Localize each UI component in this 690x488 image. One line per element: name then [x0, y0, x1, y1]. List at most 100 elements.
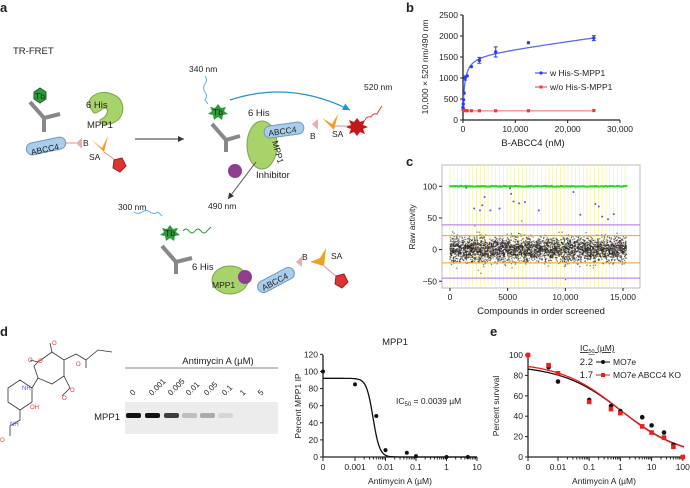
chart-c-compound-point [582, 251, 584, 254]
chart-c-compound-point [474, 247, 476, 250]
chart-c-compound-point [533, 251, 535, 253]
chart-c-compound-point [539, 238, 541, 241]
chart-c-compound-point [486, 243, 489, 245]
chart-c-compound-point [622, 239, 624, 241]
chart-c-compound-point [544, 240, 546, 242]
chart-c-compound-point [599, 238, 601, 240]
chart-c-compound-point [538, 249, 540, 251]
chart-c-compound-point [496, 250, 498, 252]
chart-c-compound-point [450, 251, 452, 253]
chart-c-compound-point [555, 259, 557, 261]
chart-c-compound-point [460, 255, 463, 258]
chart-c-compound-point [607, 254, 610, 257]
chart-c-compound-point [562, 257, 564, 260]
tb-donor-icon [33, 87, 47, 104]
chart-c-compound-point [492, 243, 495, 245]
chart-c-compound-point [509, 251, 512, 253]
chart-c-compound-point [451, 253, 453, 255]
tb-label: Tb [35, 91, 45, 101]
chart-c-compound-point [490, 243, 493, 246]
chart-c-compound-point [479, 254, 481, 256]
chart-c-compound-point [528, 247, 530, 249]
chart-c-compound-point [457, 250, 459, 252]
chart-e-point-ko [555, 371, 561, 376]
chart-c-compound-point [486, 242, 488, 244]
chart-c-compound-point [592, 267, 595, 269]
chart-c-compound-point [488, 259, 490, 261]
chart-c-compound-point [568, 253, 570, 256]
chart-c-compound-point [493, 241, 495, 243]
chart-c-compound-point [470, 258, 472, 260]
chart-c-compound-point [457, 248, 460, 251]
chart-c-compound-point [522, 252, 524, 254]
chart-c-compound-point [531, 255, 534, 257]
chart-c-compound-point [488, 243, 490, 245]
chart-c-compound-point [603, 254, 605, 257]
chart-c-compound-point [611, 248, 614, 250]
chart-c-compound-point [481, 254, 484, 257]
chart-c-compound-point [510, 257, 513, 259]
chart-c-compound-point [625, 242, 627, 244]
chart-c-compound-point [513, 250, 515, 252]
chart-c-compound-point [473, 237, 476, 239]
chart-c-compound-point [597, 252, 599, 254]
chart-c-compound-point [543, 252, 545, 255]
chart-c-compound-point [471, 245, 474, 247]
mpp1-label: MPP1 [87, 120, 113, 131]
chart-c-compound-point [472, 247, 474, 249]
chart-c-compound-point [551, 255, 554, 257]
chart-c-compound-point [486, 253, 489, 256]
chart-c-compound-point [613, 253, 615, 256]
chart-c-compound-point [499, 241, 501, 244]
chart-c-compound-point [556, 239, 559, 241]
inhibitor-icon [228, 164, 242, 178]
chart-c-compound-point [584, 239, 586, 241]
chart-c-compound-point [464, 247, 467, 250]
chart-c-compound-point [492, 249, 495, 251]
chart-c-compound-point [453, 232, 455, 234]
chart-c-compound-point [504, 245, 507, 248]
chart-c-compound-point [502, 253, 505, 256]
chart-c-compound-point [591, 252, 594, 254]
chart-c-compound-point [514, 251, 516, 254]
chart-d-ylabel: Percent MPP1 IP [293, 373, 303, 439]
chart-c-compound-point [474, 239, 477, 242]
chart-c-compound-point [586, 247, 588, 249]
chart-c-compound-point [497, 252, 499, 254]
chart-b-xtick-label: 10,000 [502, 124, 528, 134]
chart-c-compound-point [487, 248, 489, 250]
chart-c-compound-point [602, 251, 604, 253]
chart-c-compound-point [606, 238, 608, 240]
sa-label-3: SA [331, 251, 343, 261]
chart-c-compound-point [496, 241, 499, 243]
chart-c-compound-point [593, 245, 595, 247]
chart-c-compound-point [508, 259, 511, 261]
chart-c-compound-point [533, 244, 535, 247]
chart-c-compound-point [460, 244, 462, 246]
chart-c-compound-point [595, 241, 597, 243]
chart-c-compound-point [618, 244, 620, 246]
chart-c-compound-point [558, 231, 560, 233]
chart-c-compound-point [617, 241, 619, 244]
chart-c-hit-point [597, 205, 600, 208]
chart-c-compound-point [585, 255, 587, 257]
chart-c-compound-point [623, 250, 626, 252]
chart-c-compound-point [609, 247, 612, 250]
chart-c-compound-point [449, 249, 451, 251]
chart-c-compound-point [484, 244, 486, 246]
chart-c-compound-point [510, 246, 512, 249]
chart-c-compound-point [576, 245, 578, 248]
chart-c-compound-point [546, 240, 548, 242]
chart-c-compound-point [529, 239, 531, 241]
chart-c-compound-point [623, 263, 625, 265]
chart-c-compound-point [588, 248, 590, 250]
acceptor-emission-icon [346, 118, 368, 136]
chart-c-compound-point [596, 255, 599, 257]
chart-c-compound-point [492, 257, 494, 259]
chart-c-compound-point [494, 248, 496, 250]
chart-c-hit-point [483, 196, 486, 199]
chart-c-compound-point [574, 248, 576, 250]
chart-c-compound-point [611, 255, 613, 257]
chart-c-compound-point [473, 257, 475, 259]
chart-c-compound-point [613, 246, 615, 248]
